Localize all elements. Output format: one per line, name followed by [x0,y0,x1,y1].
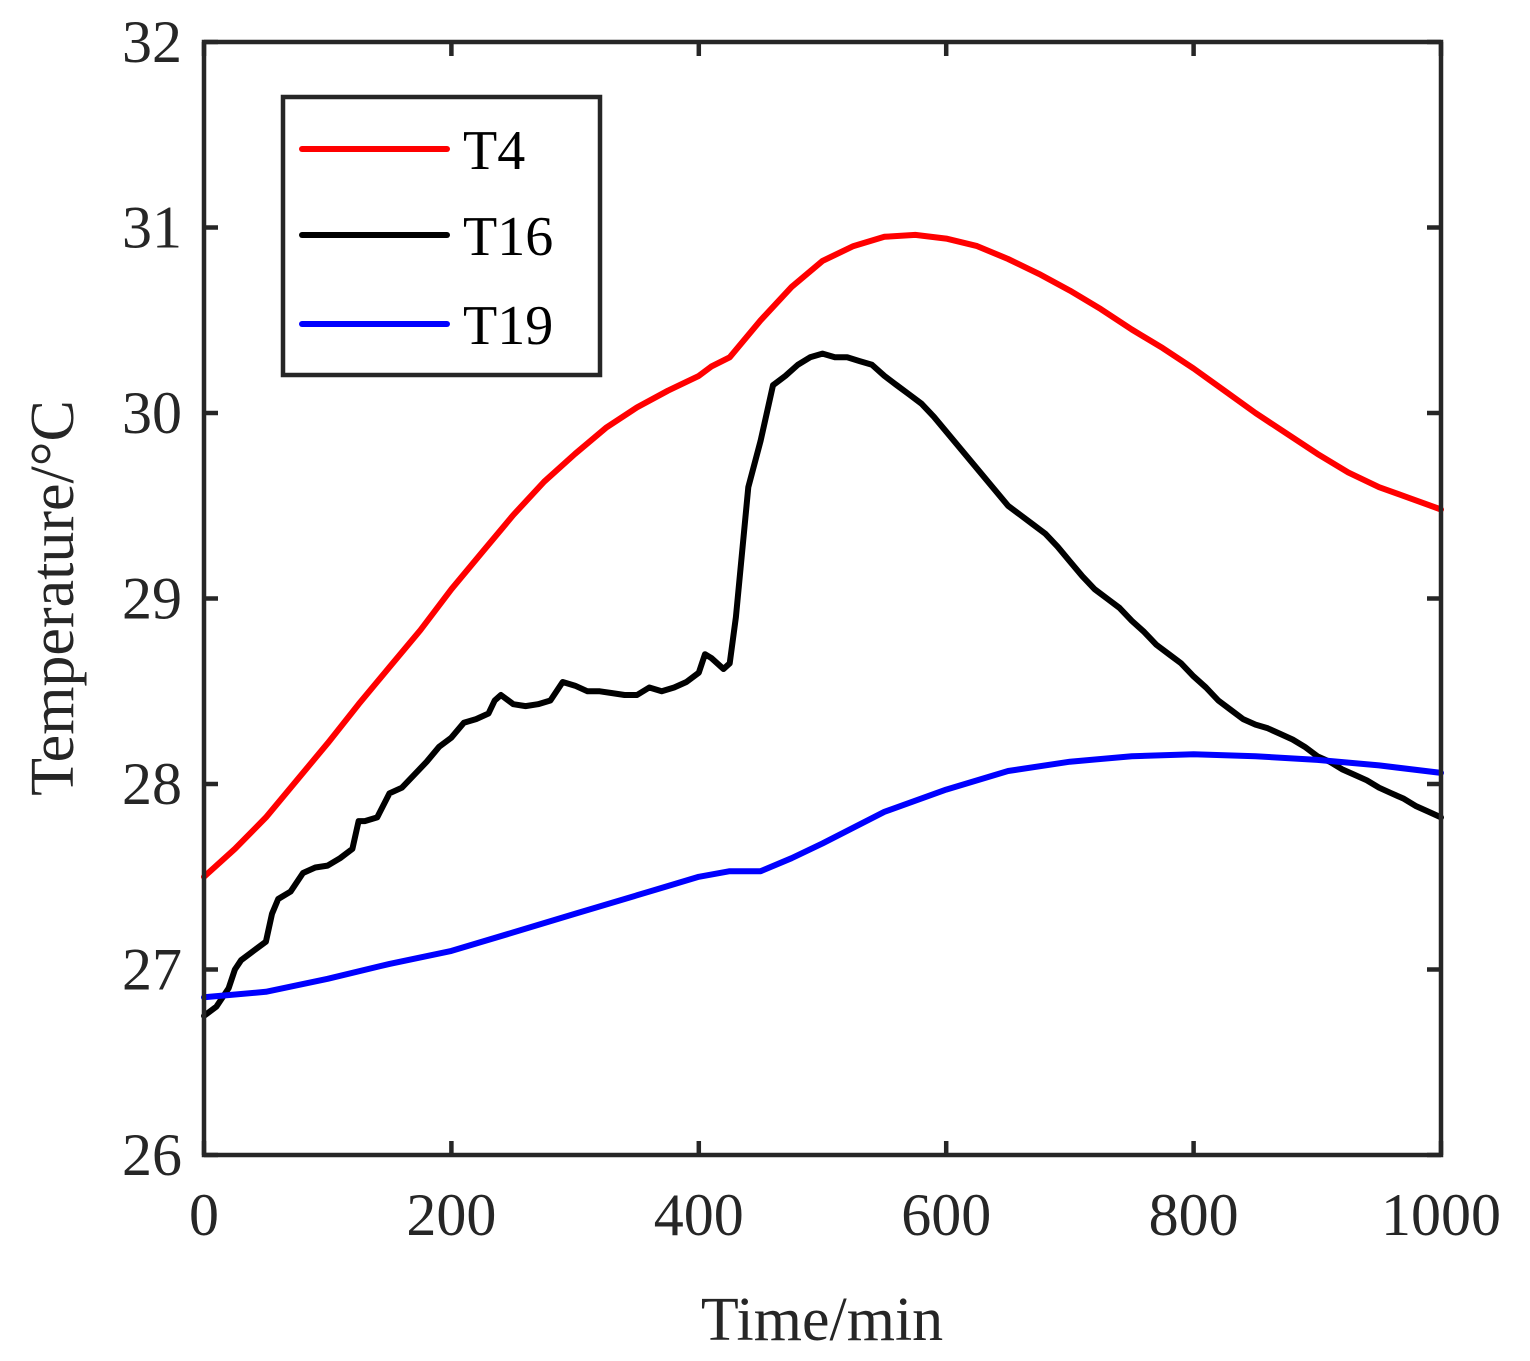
series-line-t16 [201,350,1444,1019]
x-tick-label: 400 [654,1182,744,1248]
tick-labels: 0 200 400 600 800 1000 26 27 28 29 30 31 32 [122,9,1501,1248]
legend-label-t19: T19 [463,295,553,357]
y-tick-label: 29 [122,566,182,632]
plot-area-frame [201,39,1444,1158]
y-tick-label: 30 [122,380,182,446]
x-axis-title: Time/min [701,1286,943,1354]
x-tick-label: 1000 [1381,1182,1501,1248]
x-tick-label: 0 [189,1182,219,1248]
x-tick-label: 800 [1149,1182,1239,1248]
x-tick-label: 200 [406,1182,496,1248]
y-tick-label: 27 [122,937,182,1003]
y-tick-label: 28 [122,751,182,817]
legend-label-t16: T16 [463,206,553,268]
y-tick-label: 26 [122,1122,182,1188]
legend: T4 T16 T19 [280,94,603,378]
plot-lines [201,231,1444,1019]
y-axis-title: Temperature/°C [19,400,87,796]
y-tick-label: 31 [122,195,182,261]
series-line-t19 [201,751,1444,1001]
legend-label-t4: T4 [463,120,525,182]
x-tick-label: 600 [901,1182,991,1248]
y-tick-label: 32 [122,9,182,75]
series-line-t4 [201,231,1444,880]
